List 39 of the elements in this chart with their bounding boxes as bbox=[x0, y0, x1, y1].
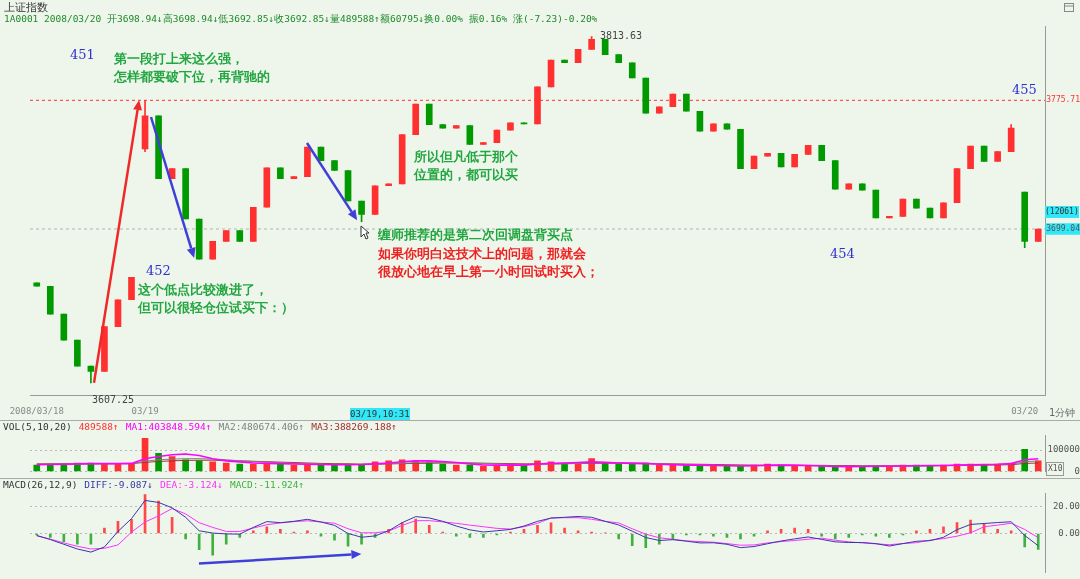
annotation: 3607.25 bbox=[92, 394, 135, 406]
text: 1分钟 bbox=[1049, 407, 1076, 419]
annotation: 这个低点比较激进了， bbox=[138, 281, 268, 299]
text: DEA:-3.124↓ bbox=[160, 479, 223, 490]
annotation: 452 bbox=[146, 262, 171, 280]
annotation: 很放心地在早上第一小时回试时买入； bbox=[378, 263, 599, 281]
text: 03/19,10:31 bbox=[350, 408, 410, 420]
annotation: 但可以很轻仓位试买下：） bbox=[138, 299, 294, 317]
text: MA3:388269.188↑ bbox=[311, 421, 398, 432]
text: 489588↑ bbox=[78, 421, 119, 432]
annotation: 455 bbox=[1012, 81, 1037, 99]
y-tick-label: 3699.04 bbox=[1046, 224, 1080, 234]
x-tick-label: 2008/03/18 bbox=[9, 405, 64, 416]
annotation: 所以但凡低于那个 bbox=[414, 148, 518, 166]
chart-title: 上证指数 bbox=[4, 0, 48, 15]
text: X10 bbox=[1046, 462, 1065, 476]
annotation: 如果你明白这技术上的问题，那就会 bbox=[378, 245, 586, 263]
annotation: 454 bbox=[830, 245, 855, 263]
text: MA1:403848.594↑ bbox=[125, 421, 212, 432]
chart-subtitle: 1A0001 2008/03/20 开3698.94↓高3698.94↓低3692.85↓收3692.85↓量489588↑额60795↓换0.00% 振0.16% 涨(-7.23)-0.20% bbox=[4, 13, 598, 26]
y-tick-label: 100000 bbox=[1047, 444, 1080, 455]
chart-title: MACD(26,12,9) bbox=[3, 479, 78, 490]
y-tick-label: 0 bbox=[1074, 465, 1080, 476]
x-tick-label: 03/20 bbox=[1011, 405, 1039, 416]
annotation: 3813.63 bbox=[600, 30, 643, 42]
text: MA2:480674.406↑ bbox=[218, 421, 305, 432]
annotation: 怎样都要破下位，再背驰的 bbox=[114, 68, 270, 86]
y-tick-label: 0.00 bbox=[1058, 527, 1080, 538]
annotation: 位置的，都可以买 bbox=[414, 166, 518, 184]
x-tick-label: 03/19 bbox=[131, 405, 159, 416]
y-tick-label: 20.00 bbox=[1052, 500, 1080, 511]
annotation: 第一段打上来这么强， bbox=[114, 50, 244, 68]
annotation: 451 bbox=[70, 46, 95, 64]
chart-title: VOL(5,10,20) bbox=[3, 421, 72, 432]
text: MACD:-11.924↑ bbox=[229, 479, 305, 490]
annotation: (12061) bbox=[1045, 206, 1079, 218]
y-tick-label: 3775.71 bbox=[1046, 95, 1080, 105]
annotation: 缠师推荐的是第二次回调盘背买点 bbox=[378, 226, 573, 244]
series-label: DIFF:-9.087↓ bbox=[84, 479, 153, 490]
